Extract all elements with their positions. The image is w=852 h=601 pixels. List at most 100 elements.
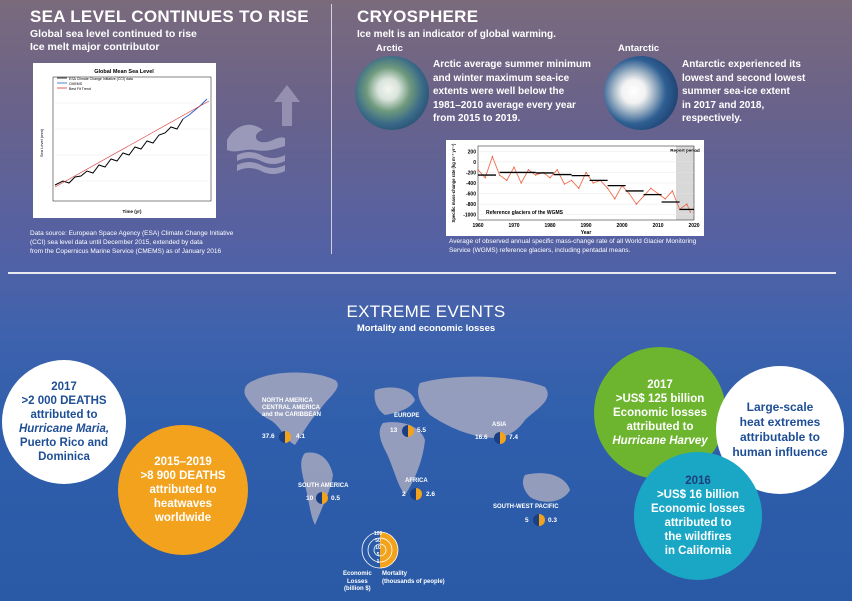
glacier-data-point: [571, 179, 573, 181]
glacier-data-point: [635, 203, 637, 205]
glacier-data-point: [527, 169, 529, 171]
glacier-data-point: [506, 179, 508, 181]
glacier-x-tick: 2020: [688, 223, 699, 229]
region-south-america-label: SOUTH AMERICA: [298, 483, 349, 489]
glacier-data-point: [556, 169, 558, 171]
glacier-x-tick: 1980: [544, 223, 555, 229]
glacier-data-point: [477, 169, 479, 171]
sea-level-legend-3: Best Fit Trend: [69, 87, 91, 91]
glacier-xlabel: Year: [581, 230, 592, 236]
legend-economic-losses: Economic Losses (billion $): [343, 571, 372, 592]
glacier-data-point: [549, 177, 551, 179]
glacier-x-tick: 1990: [580, 223, 591, 229]
glacier-x-tick: 1960: [472, 223, 483, 229]
glacier-data-point: [499, 174, 501, 176]
glacier-x-tick: 2010: [652, 223, 663, 229]
glacier-data-point: [628, 192, 630, 195]
arctic-label: Arctic: [376, 43, 403, 54]
sea-level-source-1: Data source: European Space Agency (ESA)…: [30, 230, 234, 237]
antarctic-label: Antarctic: [618, 43, 660, 54]
legend-mortality: Mortality (thousands of people): [382, 571, 445, 585]
glacier-x-tick: 1970: [508, 223, 519, 229]
region-europe-loss: 13: [390, 427, 398, 434]
region-africa-loss: 2: [402, 491, 406, 498]
glacier-caption-1: Average of observed annual specific mass…: [449, 238, 697, 245]
glacier-y-tick: -600: [466, 192, 476, 198]
region-south-america-mortality: 0.5: [331, 495, 341, 502]
glacier-data-point: [535, 174, 537, 176]
glacier-data-point: [643, 195, 645, 197]
glacier-data-point: [686, 203, 688, 205]
sea-level-subtitle-2: Ice melt major contributor: [30, 41, 160, 53]
region-africa-label: AFRICA: [405, 478, 428, 484]
glacier-annotation: Reference glaciers of the WGMS: [486, 210, 564, 216]
region-south-west-pacific-loss: 5: [525, 517, 529, 524]
glacier-data-point: [585, 171, 587, 174]
region-south-america-loss: 10: [306, 495, 314, 502]
glacier-data-point: [578, 187, 580, 189]
hurricane-maria-circle: 2017 >2 000 DEATHS attributed to Hurrica…: [2, 360, 126, 484]
extreme-events-title: EXTREME EVENTS: [346, 302, 506, 321]
region-europe-pie: [402, 425, 414, 437]
cryosphere-subtitle: Ice melt is an indicator of global warmi…: [357, 29, 556, 40]
antarctic-globe-image: [604, 56, 678, 130]
glacier-data-point: [664, 198, 666, 200]
sea-level-source-2: (CCI) sea level data until December 2015…: [30, 239, 203, 246]
glacier-data-point: [614, 198, 616, 200]
glacier-data-point: [563, 183, 565, 185]
region-north-america-label: NORTH AMERICA CENTRAL AMERICA and the CA…: [262, 398, 322, 418]
world-map: [244, 372, 570, 525]
sea-level-chart-title: Global Mean Sea Level: [94, 69, 154, 75]
arctic-globe-image: [355, 56, 429, 130]
glacier-data-point: [484, 177, 486, 179]
region-south-america-pie: [316, 492, 328, 504]
sea-level-legend-2: CMEMS: [69, 82, 83, 86]
glacier-annual-series: [477, 155, 691, 213]
sea-level-chart: Global Mean Sea Level ESA Climate Change…: [33, 63, 216, 218]
region-africa-mortality: 2.6: [426, 491, 436, 498]
region-south-west-pacific-label: SOUTH-WEST PACIFIC: [493, 504, 559, 510]
antarctic-text: Antarctic experienced its lowest and sec…: [682, 59, 806, 124]
sea-level-title: SEA LEVEL CONTINUES TO RISE: [30, 7, 309, 26]
region-south-west-pacific-pie: [533, 514, 545, 526]
glacier-data-point: [513, 166, 515, 168]
glacier-y-tick: -800: [466, 202, 476, 208]
glacier-data-point: [491, 155, 493, 158]
california-wildfires-circle: 2016 >US$ 16 billion Economic losses att…: [634, 452, 762, 580]
sea-level-subtitle-1: Global sea level continued to rise: [30, 28, 197, 40]
region-south-west-pacific-mortality: 0.3: [548, 517, 558, 524]
scale-legend-values: 100 50 10 5 1: [373, 531, 383, 565]
scale-legend-circles: [361, 531, 399, 569]
horizontal-divider: [8, 272, 836, 274]
cryosphere-title: CRYOSPHERE: [357, 7, 479, 26]
region-africa-pie: [410, 488, 422, 500]
sea-level-xlabel: Time (yr): [123, 209, 142, 214]
glacier-chart: Report period 200 0 -200 -400 -600 -800 -1000 19…: [446, 140, 704, 236]
glacier-y-tick: -1000: [463, 213, 476, 219]
region-north-america-loss: 37.6: [262, 433, 275, 440]
glacier-y-tick: -400: [466, 181, 476, 187]
region-north-america-pie: [279, 431, 291, 443]
glacier-data-point: [689, 211, 691, 213]
glacier-data-point: [657, 192, 659, 195]
heatwave-deaths-circle: 2015–2019 >8 900 DEATHS attributed to he…: [118, 425, 248, 555]
region-asia-mortality: 7.4: [509, 434, 519, 441]
region-europe-mortality: 5.5: [417, 427, 427, 434]
glacier-data-point: [671, 190, 673, 192]
extreme-events-subtitle: Mortality and economic losses: [356, 323, 496, 334]
glacier-y-tick: 200: [468, 149, 477, 155]
region-north-america-mortality: 4.1: [296, 433, 306, 440]
sea-level-ylabel: Sea Level (mm): [39, 128, 44, 157]
glacier-y-tick: 0: [473, 160, 476, 166]
glacier-ylabel: Specific mass-change rate (kg m⁻² yr⁻¹): [451, 143, 456, 222]
sea-level-rise-icon: [227, 85, 300, 174]
sea-level-legend-1: ESA Climate Change Initiative (CCI) data: [69, 77, 133, 81]
region-europe-label: EUROPE: [394, 413, 420, 419]
vertical-divider: [331, 4, 332, 254]
region-asia-label: ASIA: [492, 422, 507, 428]
glacier-data-point: [607, 187, 609, 189]
sea-level-source-3: from the Copernicus Marine Service (CMEM…: [30, 248, 222, 255]
glacier-x-tick: 2000: [616, 223, 627, 229]
report-period-label: Report period: [670, 148, 700, 153]
